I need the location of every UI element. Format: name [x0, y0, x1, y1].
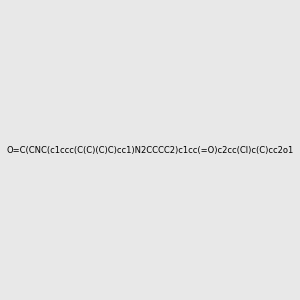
- Text: O=C(CNC(c1ccc(C(C)(C)C)cc1)N2CCCC2)c1cc(=O)c2cc(Cl)c(C)cc2o1: O=C(CNC(c1ccc(C(C)(C)C)cc1)N2CCCC2)c1cc(…: [6, 146, 294, 154]
